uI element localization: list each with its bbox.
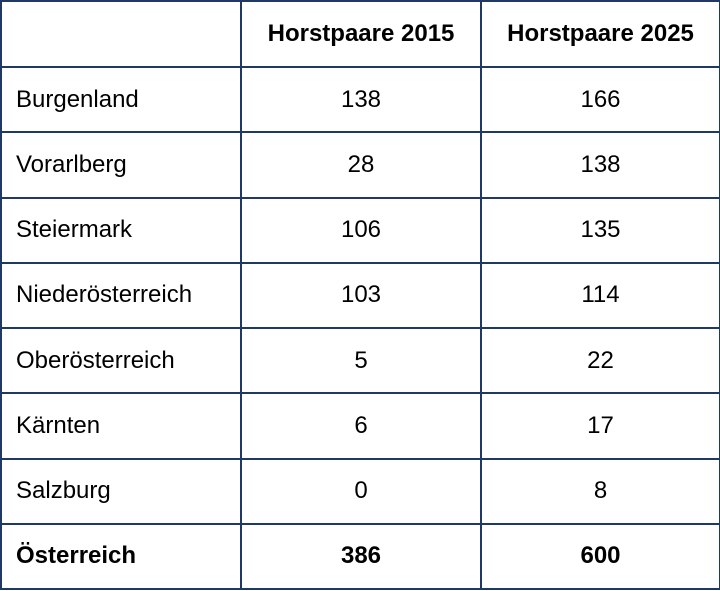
value-2025-cell: 114	[480, 261, 720, 330]
value-2025-cell: 22	[480, 326, 720, 395]
region-cell: Niederösterreich	[0, 261, 242, 330]
table-row: Niederösterreich 103 114	[0, 261, 720, 330]
header-region-cell	[0, 0, 242, 68]
value-2025-cell: 135	[480, 196, 720, 264]
header-2025-cell: Horstpaare 2025	[480, 0, 720, 68]
table-row: Oberösterreich 5 22	[0, 326, 720, 395]
value-2015-cell: 5	[240, 326, 482, 395]
value-2015-cell: 28	[240, 131, 482, 199]
table-row: Vorarlberg 28 138	[0, 131, 720, 199]
value-2025-cell: 166	[480, 65, 720, 134]
value-2025-cell: 138	[480, 131, 720, 199]
region-cell: Oberösterreich	[0, 326, 242, 395]
table-row: Steiermark 106 135	[0, 196, 720, 264]
value-2025-cell: 17	[480, 392, 720, 460]
region-cell: Burgenland	[0, 65, 242, 134]
region-cell: Salzburg	[0, 457, 242, 525]
table-row: Salzburg 0 8	[0, 457, 720, 525]
table-total-row: Österreich 386 600	[0, 522, 720, 591]
value-2015-cell: 106	[240, 196, 482, 264]
value-2015-cell: 0	[240, 457, 482, 525]
total-region-cell: Österreich	[0, 522, 242, 591]
value-2015-cell: 103	[240, 261, 482, 330]
table-header-row: Horstpaare 2015 Horstpaare 2025	[0, 0, 720, 68]
header-2015-cell: Horstpaare 2015	[240, 0, 482, 68]
table-row: Kärnten 6 17	[0, 392, 720, 460]
value-2015-cell: 6	[240, 392, 482, 460]
total-2025-cell: 600	[480, 522, 720, 591]
region-cell: Vorarlberg	[0, 131, 242, 199]
region-cell: Kärnten	[0, 392, 242, 460]
value-2015-cell: 138	[240, 65, 482, 134]
total-2015-cell: 386	[240, 522, 482, 591]
table-row: Burgenland 138 166	[0, 65, 720, 134]
region-cell: Steiermark	[0, 196, 242, 264]
value-2025-cell: 8	[480, 457, 720, 525]
